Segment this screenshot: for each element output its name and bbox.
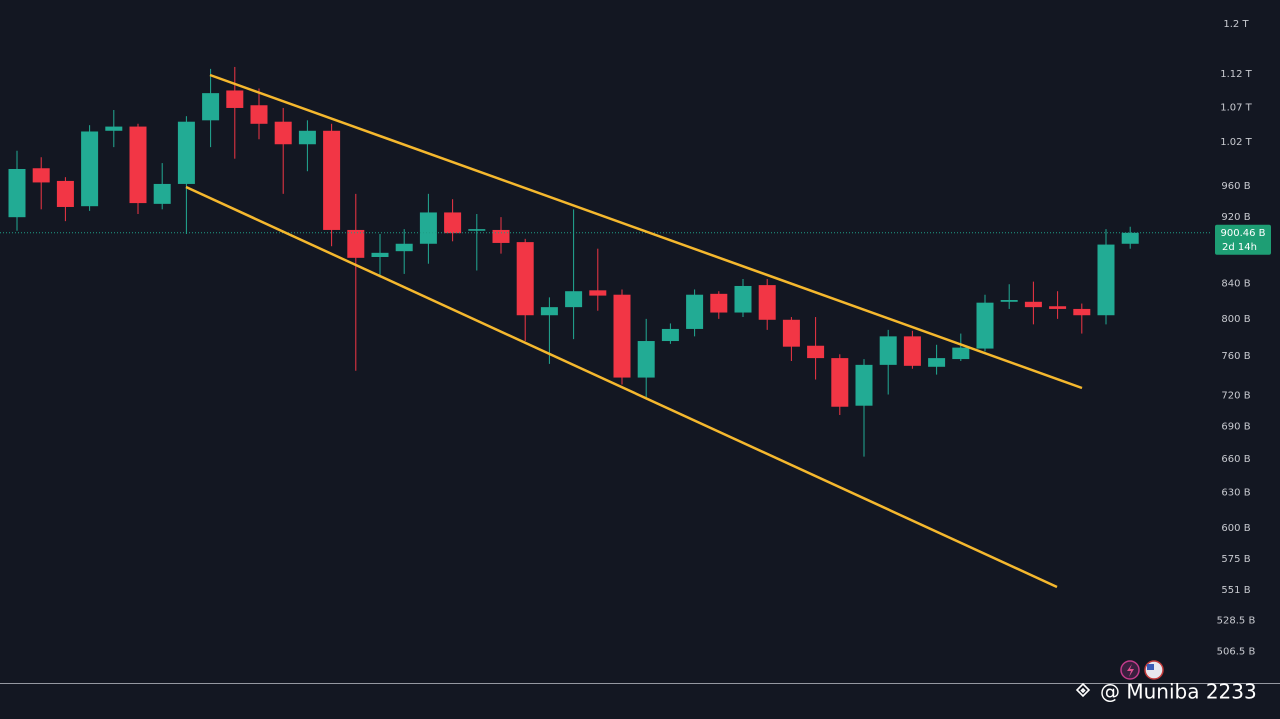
y-tick-label: 1.02 T xyxy=(1220,137,1252,148)
candle-body xyxy=(371,252,389,258)
y-tick-label: 660 B xyxy=(1221,454,1250,465)
candle-body xyxy=(129,126,147,204)
candle-body xyxy=(323,130,341,230)
y-tick-label: 760 B xyxy=(1221,351,1250,362)
candle-body xyxy=(492,229,510,243)
trend-line-lower xyxy=(185,185,1058,589)
candle-body xyxy=(274,121,292,145)
candle-body xyxy=(710,293,728,313)
candle-body xyxy=(1073,308,1091,316)
candle-body xyxy=(540,307,558,316)
y-tick-label: 630 B xyxy=(1221,488,1250,499)
candle-body xyxy=(81,131,99,207)
y-tick-label: 528.5 B xyxy=(1217,616,1256,627)
candle-body xyxy=(298,130,316,145)
candle-body xyxy=(395,243,413,252)
candle-body xyxy=(419,212,437,244)
candle-body xyxy=(782,319,800,347)
candle-body xyxy=(879,336,897,365)
candle-body xyxy=(613,294,631,378)
candle-body xyxy=(686,294,704,329)
candle-body xyxy=(177,121,195,184)
trend-line-upper xyxy=(209,73,1083,390)
last-price-badge xyxy=(1215,224,1271,255)
candle-body xyxy=(153,183,171,204)
y-tick-label: 800 B xyxy=(1221,314,1250,325)
candle-body xyxy=(734,285,752,313)
y-tick-label: 1.07 T xyxy=(1220,102,1252,113)
y-tick-label: 506.5 B xyxy=(1217,646,1256,657)
y-tick-label: 840 B xyxy=(1221,278,1250,289)
candle-body xyxy=(565,291,583,308)
watermark-logo xyxy=(1075,682,1091,698)
candle-body xyxy=(952,347,970,360)
candle-body xyxy=(903,336,921,366)
candle-body xyxy=(855,364,873,406)
plot-area xyxy=(0,66,1212,457)
candle-body xyxy=(1097,244,1115,316)
candle-body xyxy=(202,93,220,121)
candle-body xyxy=(347,229,365,258)
candle-body xyxy=(226,90,244,108)
y-tick-label: 1.12 T xyxy=(1220,69,1252,80)
candle-body xyxy=(807,345,825,359)
countdown-label: 2d 14h xyxy=(1222,242,1257,253)
y-tick-label: 920 B xyxy=(1221,212,1250,223)
candle-body xyxy=(444,212,462,234)
candle-body xyxy=(589,290,607,296)
candle-body xyxy=(661,328,679,342)
candle-body xyxy=(928,358,946,367)
y-tick-label: 575 B xyxy=(1221,554,1250,565)
y-tick-label: 690 B xyxy=(1221,421,1250,432)
y-tick-label: 1.2 T xyxy=(1223,19,1249,30)
candle-body xyxy=(8,168,26,218)
candle-body xyxy=(468,229,486,231)
icon-bolt xyxy=(1127,664,1134,677)
candle-body xyxy=(637,341,655,378)
candle-body xyxy=(56,180,74,207)
y-axis: 1.2 T 1.12 T 1.07 T 1.02 T 960 B 920 B 840 B 80… xyxy=(1215,19,1271,657)
candle-body xyxy=(1000,300,1018,302)
candle-body xyxy=(1121,232,1139,244)
y-tick-label: 960 B xyxy=(1221,181,1250,192)
y-tick-label: 551 B xyxy=(1221,585,1250,596)
y-tick-label: 720 B xyxy=(1221,391,1250,402)
candle-body xyxy=(250,105,268,124)
candle-body xyxy=(831,358,849,407)
candle-body xyxy=(516,242,534,316)
last-price-label: 900.46 B xyxy=(1220,228,1265,239)
candle-body xyxy=(105,126,123,131)
watermark: @ Muniba 2233 xyxy=(1100,680,1257,704)
candle-body xyxy=(32,168,50,183)
candle-body xyxy=(758,285,776,320)
y-tick-label: 600 B xyxy=(1221,523,1250,534)
icon-flag-canton xyxy=(1147,664,1154,670)
candle-body xyxy=(1049,306,1067,309)
candle-body xyxy=(1024,301,1042,308)
candle-body xyxy=(976,302,994,349)
